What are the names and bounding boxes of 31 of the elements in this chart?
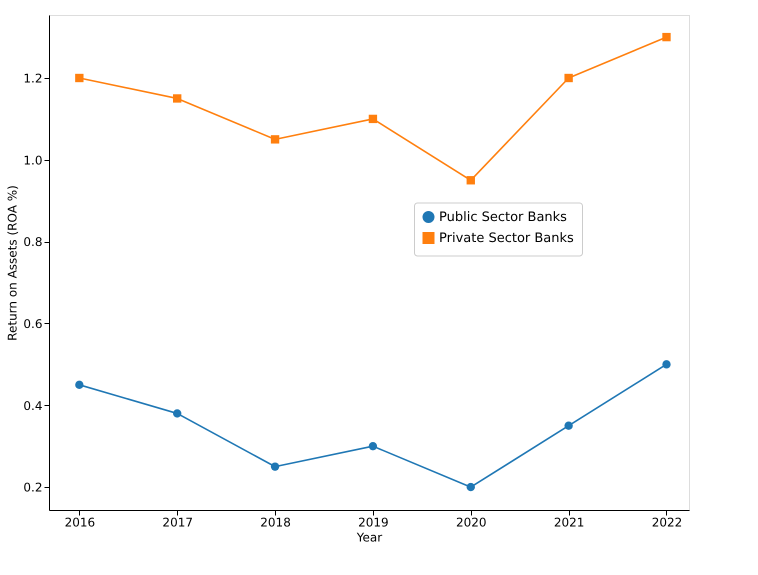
x-tick-label: 2022	[652, 516, 682, 530]
legend-label: Private Sector Banks	[439, 231, 574, 246]
point	[368, 114, 378, 124]
y-tick-label: 1.0	[23, 153, 42, 168]
legend-label: Public Sector Banks	[439, 210, 568, 225]
y-tick-label: 0.2	[23, 480, 42, 495]
point	[662, 32, 671, 42]
y-tick-label: 0.8	[23, 235, 42, 250]
x-tick-label: 2018	[260, 516, 291, 530]
point	[368, 442, 378, 450]
point	[270, 462, 280, 471]
y-axis-title: Return on Assets (ROA %)	[5, 185, 20, 341]
point	[564, 422, 573, 430]
point	[173, 94, 182, 103]
y-tick-label: 1.2	[23, 72, 42, 86]
point	[173, 409, 182, 418]
y-tick-label: 0.6	[23, 316, 42, 331]
point	[564, 74, 573, 82]
x-tick-label: 2017	[162, 516, 193, 530]
point	[75, 380, 84, 389]
point	[270, 135, 280, 144]
x-tick-label: 2019	[358, 516, 389, 530]
point	[662, 360, 671, 369]
x-tick-label: 2016	[64, 516, 96, 530]
point	[466, 176, 475, 184]
point	[75, 74, 84, 82]
point	[466, 482, 475, 492]
y-tick-label: 0.4	[23, 398, 42, 413]
x-tick-label: 2020	[456, 516, 487, 530]
x-tick-label: 2021	[554, 516, 584, 530]
x-axis-title: Year	[356, 530, 382, 544]
